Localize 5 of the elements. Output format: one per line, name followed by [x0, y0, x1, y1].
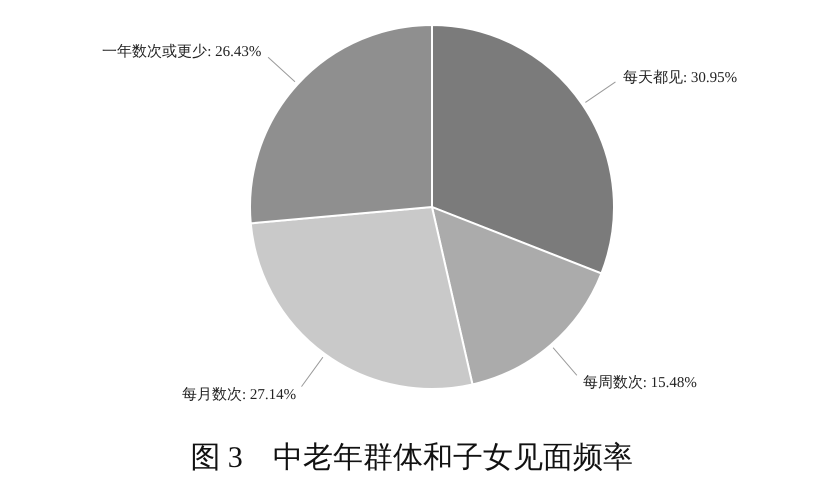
text: 图 3 中老年群体和子女见面频率	[190, 441, 633, 474]
slice-label: 每月数次: 27.14%	[182, 386, 296, 403]
slice-label: 每周数次: 15.48%	[582, 374, 697, 392]
slice-label: 一年数次或更少: 26.43%	[102, 43, 262, 60]
slice-label: 每天都见: 30.95%	[622, 68, 738, 86]
